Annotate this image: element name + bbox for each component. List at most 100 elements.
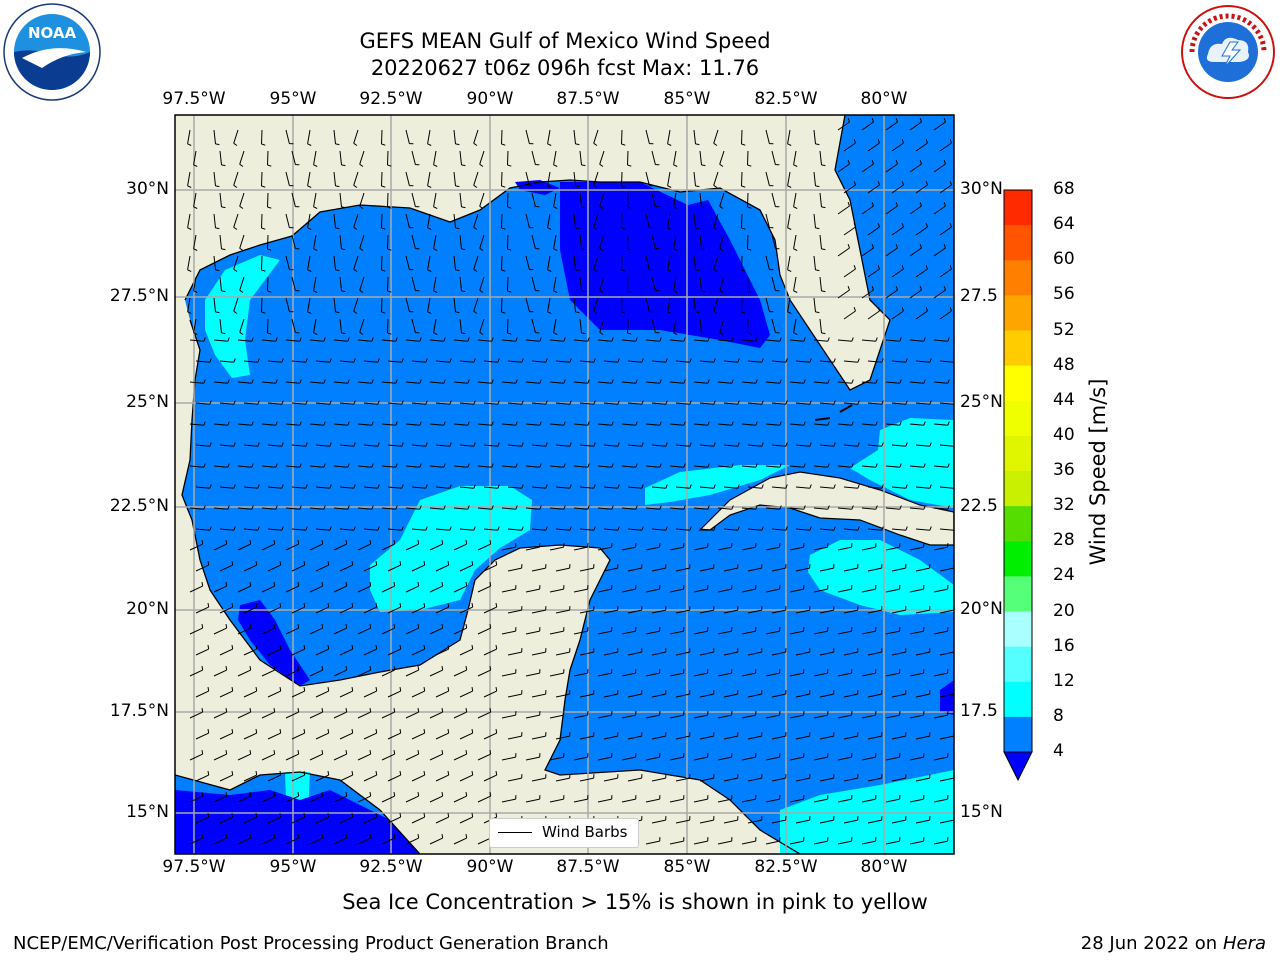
- wind-barb: [285, 711, 299, 719]
- wind-barb-flag: [257, 358, 260, 363]
- wind-barb: [453, 795, 467, 803]
- wind-barb: [387, 150, 389, 166]
- wind-barb-flag: [267, 332, 272, 335]
- wind-barb-flag: [731, 337, 734, 342]
- wind-barb: [479, 192, 485, 207]
- wind-barb-flag: [449, 526, 452, 531]
- wind-barb: [339, 192, 342, 207]
- wind-barb-flag: [227, 379, 230, 384]
- wind-barb-flag: [755, 463, 758, 468]
- wind-barb-flag: [707, 463, 710, 468]
- wind-barb-flag: [611, 379, 614, 384]
- wind-barb-flag: [833, 442, 836, 447]
- colorbar-tick: 68: [1053, 179, 1075, 199]
- wind-barb: [359, 150, 365, 165]
- wind-barbs: [187, 118, 954, 845]
- wind-barb: [387, 402, 402, 405]
- wind-barb: [627, 192, 629, 208]
- wind-barb: [771, 777, 786, 782]
- wind-barb: [717, 423, 732, 426]
- wind-barb: [843, 567, 858, 572]
- wind-barb: [411, 318, 416, 333]
- wind-barb-flag: [297, 708, 300, 713]
- wind-barb: [867, 184, 880, 194]
- wind-barb-flag: [515, 337, 518, 342]
- colorbar-label: Wind Speed [m/s]: [1086, 378, 1110, 566]
- wind-barb: [861, 423, 876, 426]
- wind-barb: [307, 171, 311, 186]
- wind-barb-flag: [853, 181, 856, 186]
- wind-barb: [723, 528, 738, 531]
- wind-barb-flag: [257, 442, 260, 447]
- wind-barb: [525, 798, 540, 803]
- wind-barb-flag: [227, 463, 230, 468]
- map-frame: [174, 114, 955, 855]
- wind-barb: [765, 507, 780, 510]
- wind-barb: [793, 276, 797, 291]
- wind-barb-flag: [821, 164, 826, 167]
- title-line-2: 20220627 t06z 096h fcst Max: 11.76: [370, 56, 760, 80]
- wind-barb: [549, 798, 564, 803]
- wind-barb-flag: [895, 244, 898, 249]
- wind-barb: [675, 444, 690, 447]
- wind-barb: [333, 171, 336, 186]
- wind-barb: [843, 777, 858, 782]
- wind-barb-flag: [299, 463, 302, 468]
- colorbar-segment: [1004, 260, 1032, 296]
- wind-barb-flag: [231, 771, 234, 776]
- wind-barb: [507, 444, 522, 447]
- wind-barb: [837, 630, 852, 635]
- wind-barb-flag: [719, 247, 724, 251]
- wind-barb: [669, 714, 684, 719]
- wind-barb: [771, 651, 786, 656]
- wind-barb-flag: [563, 379, 566, 384]
- wind-barb-flag: [345, 708, 348, 713]
- wind-barb: [645, 798, 660, 803]
- wind-barb: [597, 714, 612, 719]
- wind-barb-flag: [719, 289, 724, 293]
- wind-barb-flag: [465, 708, 468, 713]
- wind-barb-flag: [395, 337, 398, 342]
- wind-barb-flag: [465, 792, 468, 797]
- wind-barb-flag: [871, 160, 874, 165]
- wind-barb: [787, 213, 791, 228]
- wind-barb-flag: [267, 206, 272, 209]
- wind-barb: [459, 276, 462, 291]
- wind-barb-flag: [695, 227, 700, 230]
- wind-barb: [771, 360, 786, 363]
- wind-barb: [553, 234, 557, 249]
- wind-barb: [885, 507, 900, 510]
- wind-barb-flag: [233, 226, 238, 230]
- wind-barb: [699, 528, 714, 531]
- wind-barb-flag: [371, 337, 374, 342]
- footer-date-text: 28 Jun 2022 on: [1080, 933, 1218, 954]
- wind-barb: [861, 630, 876, 635]
- lat-label-right: 27.5: [960, 286, 998, 306]
- wind-barb: [669, 381, 684, 384]
- wind-barb-flag: [193, 164, 198, 167]
- wind-barb-flag: [209, 484, 212, 489]
- wind-barb: [645, 546, 660, 551]
- wind-barb-flag: [201, 540, 204, 545]
- wind-barb-flag: [479, 289, 484, 293]
- wind-barb: [453, 627, 467, 635]
- wind-barb: [189, 627, 203, 635]
- wind-barb-flag: [943, 160, 946, 165]
- wind-barb-flag: [251, 337, 254, 342]
- wind-barb-flag: [627, 248, 632, 251]
- lon-label-bottom: 80°W: [860, 857, 908, 877]
- wind-barb-flag: [401, 442, 404, 447]
- wind-barb: [597, 339, 612, 342]
- wind-barb-flag: [821, 290, 826, 293]
- wind-barb: [787, 129, 791, 144]
- wind-barb: [747, 609, 762, 614]
- wind-barb: [333, 669, 347, 677]
- wind-barb: [483, 606, 497, 614]
- wind-barb: [843, 226, 856, 236]
- wind-barb: [353, 129, 359, 144]
- wind-barb-flag: [215, 185, 220, 188]
- wind-barb: [837, 289, 850, 299]
- wind-barb: [819, 693, 834, 698]
- wind-barb: [195, 816, 209, 824]
- wind-barb: [843, 486, 858, 489]
